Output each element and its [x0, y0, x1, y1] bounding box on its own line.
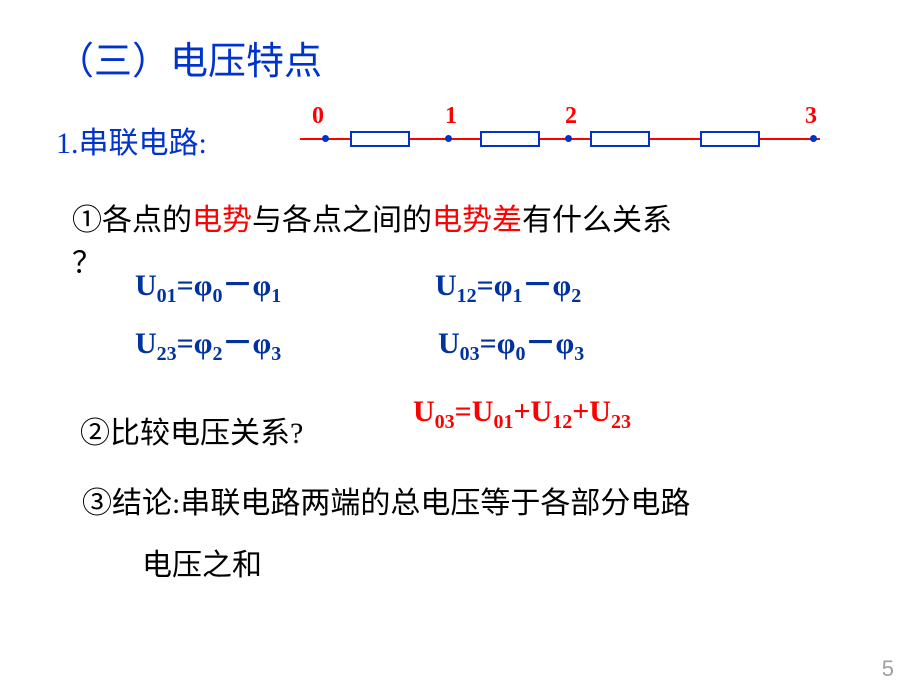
node-label: 3	[805, 103, 817, 130]
resistor	[350, 131, 410, 147]
question-2: ②比较电压关系?	[80, 408, 303, 452]
node-label: 2	[565, 103, 577, 130]
circuit-wire	[650, 138, 700, 140]
resistor	[590, 131, 650, 147]
formula-u01: U01=φ0－φ1	[135, 260, 281, 308]
node-label: 1	[445, 103, 457, 130]
question-1-mark: ？	[72, 238, 102, 282]
formula-result: U03=U01+U12+U23	[413, 395, 631, 434]
q1-red2: 电势差	[432, 204, 522, 237]
node-dot	[565, 135, 572, 142]
q1-mid: 与各点之间的	[252, 204, 432, 237]
node-dot	[810, 135, 817, 142]
formula-u12: U12=φ1－φ2	[435, 260, 581, 308]
resistor	[480, 131, 540, 147]
page-number: 5	[882, 656, 894, 682]
conclusion-line2: 电压之和	[142, 540, 262, 584]
q1-red1: 电势	[192, 204, 252, 237]
question-1: ①各点的电势与各点之间的电势差有什么关系	[72, 195, 672, 239]
q1-post: 有什么关系	[522, 204, 672, 237]
node-dot	[322, 135, 329, 142]
formula-u23: U23=φ2－φ3	[135, 318, 281, 366]
subtitle: 1.串联电路:	[56, 118, 207, 162]
q1-pre: ①各点的	[72, 204, 192, 237]
node-dot	[445, 135, 452, 142]
conclusion-line1: ③结论:串联电路两端的总电压等于各部分电路	[82, 478, 690, 522]
node-label: 0	[312, 103, 324, 130]
resistor	[700, 131, 760, 147]
slide-title: （三）电压特点	[56, 30, 322, 85]
formula-u03: U03=φ0－φ3	[438, 318, 584, 366]
